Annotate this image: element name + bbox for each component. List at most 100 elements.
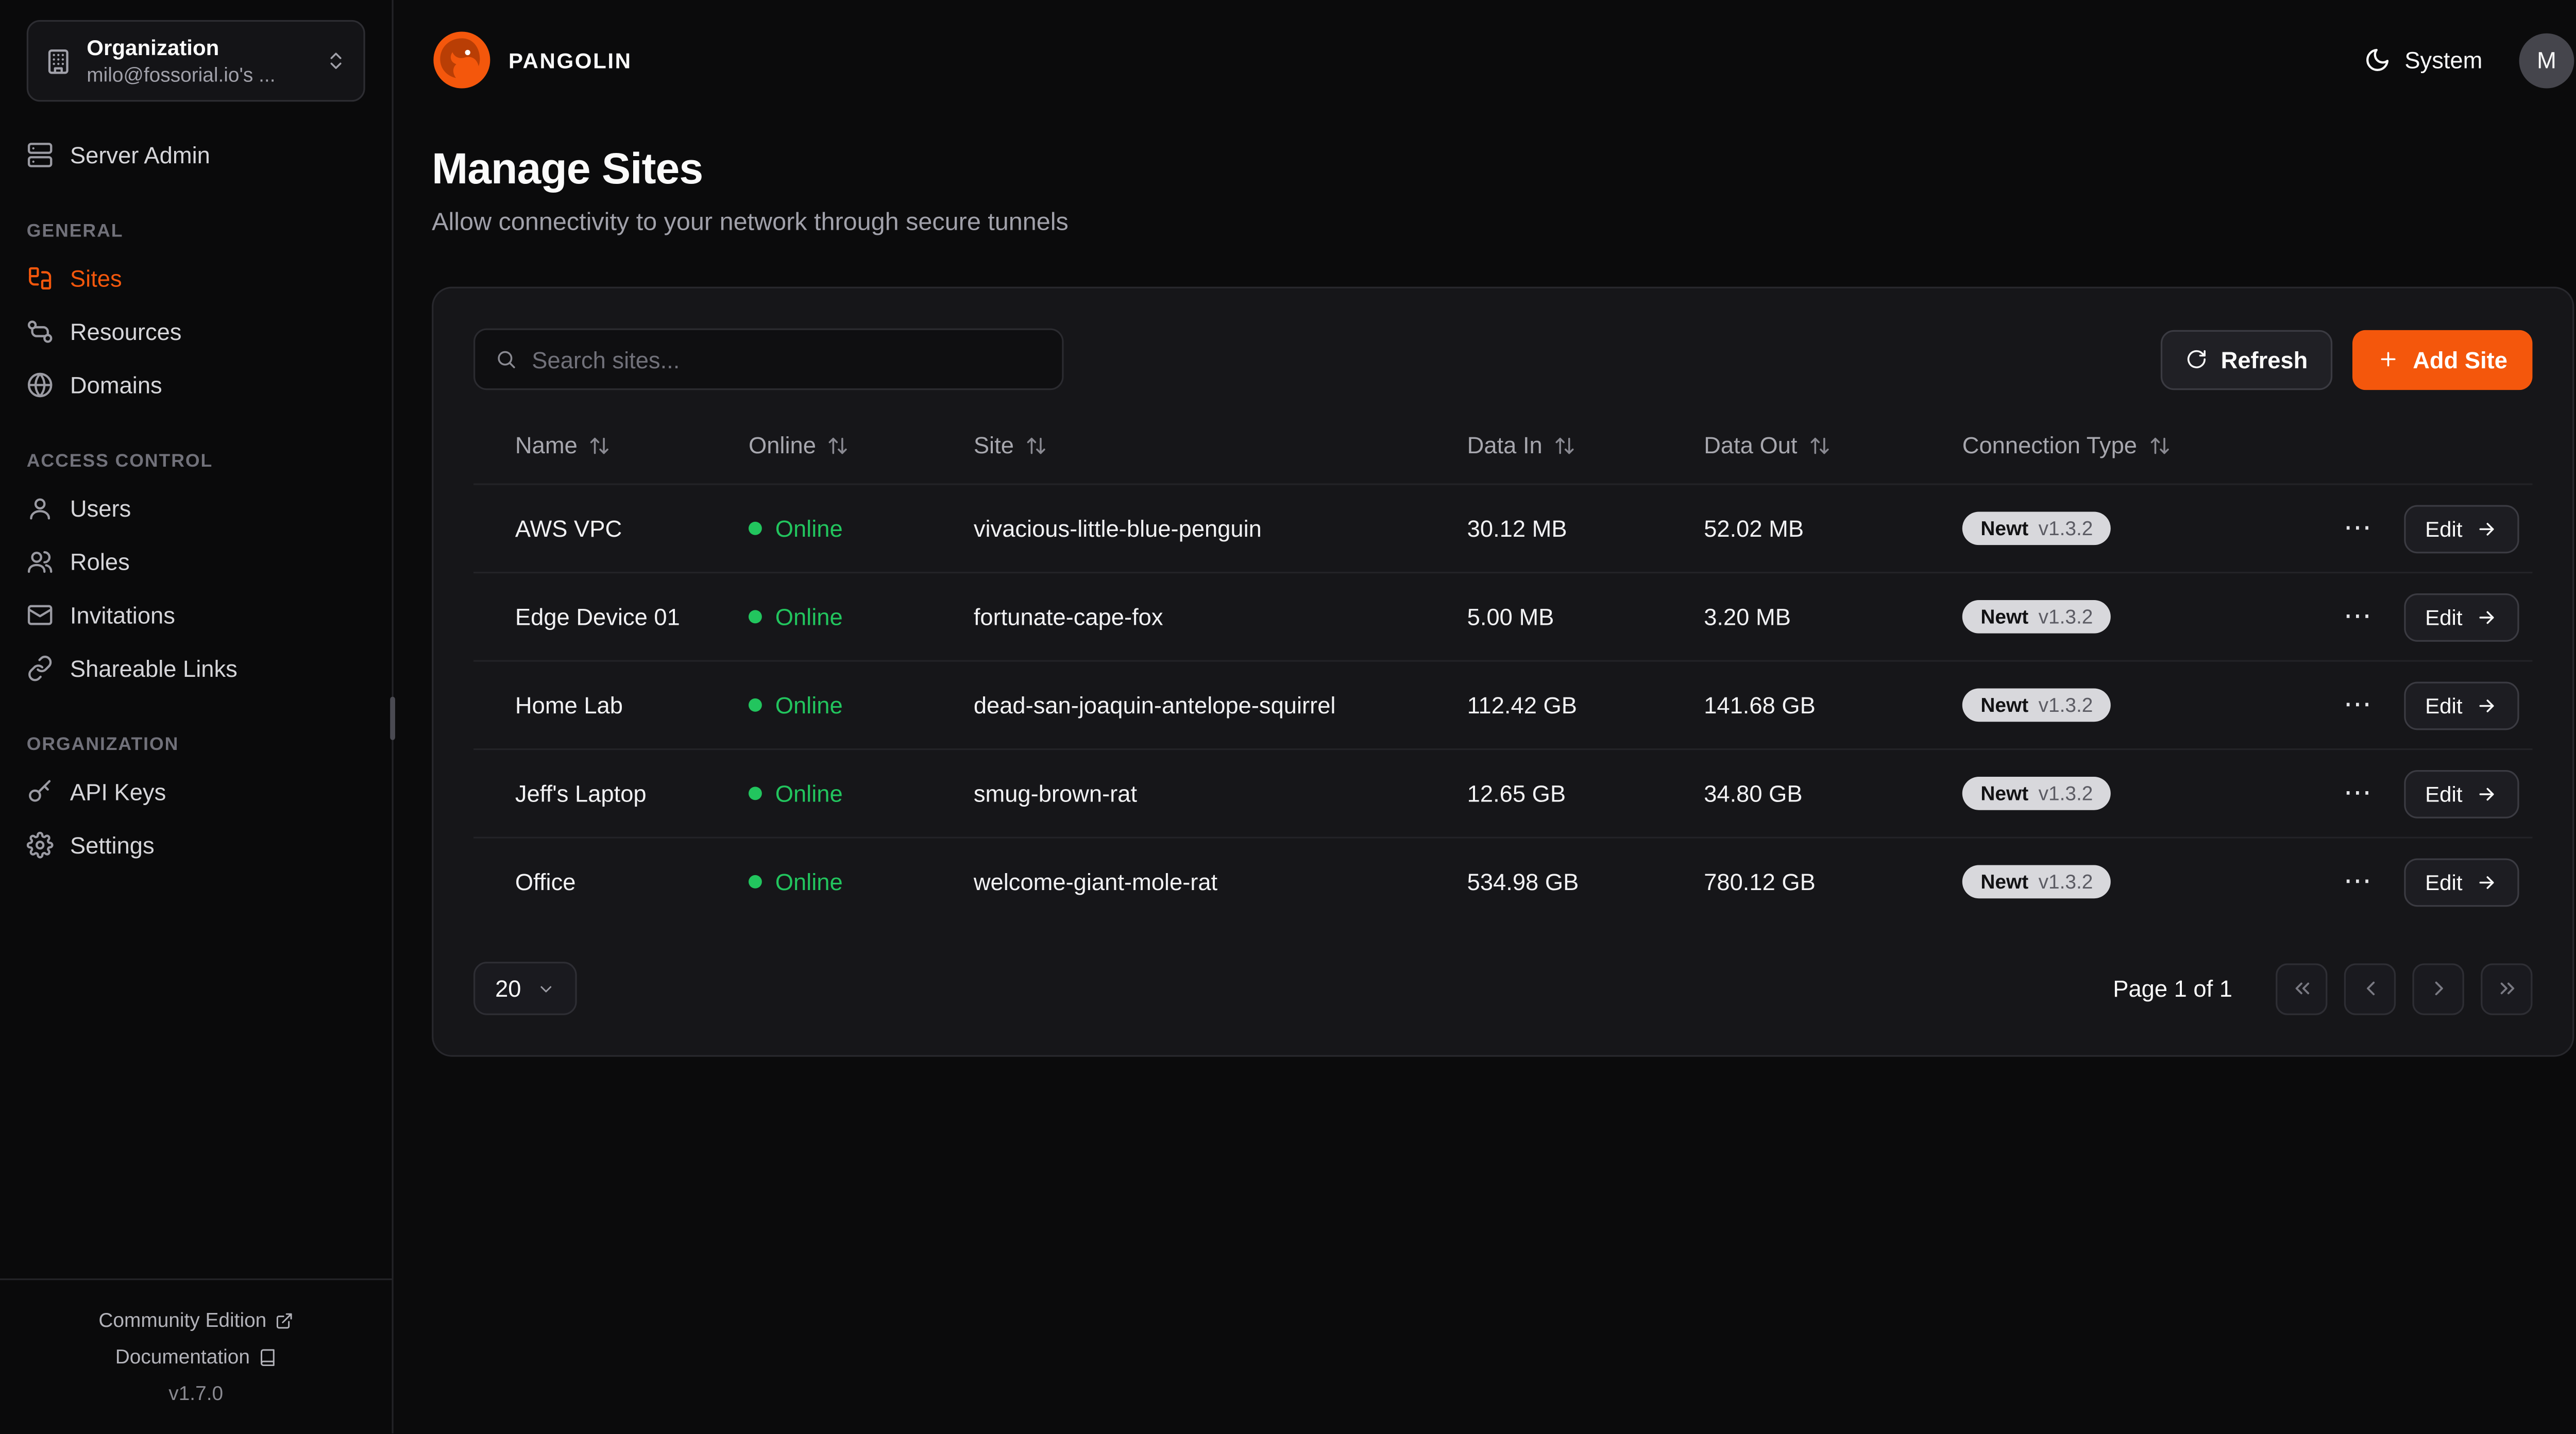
sidebar-item-label: Server Admin	[70, 142, 210, 168]
last-page-button[interactable]	[2481, 962, 2533, 1015]
edit-button[interactable]: Edit	[2403, 769, 2519, 818]
data-in-value: 112.42 GB	[1467, 691, 1577, 719]
refresh-label: Refresh	[2221, 346, 2308, 373]
arrow-right-icon	[2479, 875, 2494, 889]
site-name: Jeff's Laptop	[515, 780, 647, 807]
arrow-right-icon	[2479, 787, 2494, 800]
sidebar-item-resources[interactable]: Resources	[0, 305, 392, 358]
sidebar-item-sites[interactable]: Sites	[0, 252, 392, 305]
connection-type-name: Newt	[1980, 693, 2029, 717]
edit-label: Edit	[2425, 781, 2463, 806]
avatar[interactable]: M	[2519, 32, 2574, 88]
sidebar-item-label: Users	[70, 495, 131, 522]
sort-icon	[590, 437, 609, 453]
edit-label: Edit	[2425, 516, 2463, 541]
row-menu-button[interactable]: ⋯	[2337, 688, 2380, 723]
book-icon	[260, 1348, 275, 1365]
row-menu-button[interactable]: ⋯	[2337, 599, 2380, 634]
theme-toggle[interactable]: System	[2365, 47, 2482, 73]
page-info: Page 1 of 1	[2113, 975, 2233, 1002]
next-page-button[interactable]	[2412, 962, 2464, 1015]
search-icon	[498, 351, 515, 368]
sites-table: Name Online Site Data In	[473, 407, 2533, 925]
connection-type-version: v1.3.2	[2038, 781, 2093, 805]
row-menu-button[interactable]: ⋯	[2337, 864, 2380, 899]
connection-type-cell: Newt v1.3.2	[1921, 688, 2329, 722]
combine-icon	[29, 267, 52, 289]
sidebar-item-roles[interactable]: Roles	[0, 535, 392, 589]
first-page-button[interactable]	[2276, 962, 2328, 1015]
add-site-button[interactable]: Add Site	[2352, 329, 2533, 389]
online-label: Online	[775, 868, 843, 895]
waypoints-icon	[27, 320, 53, 343]
sidebar-item-users[interactable]: Users	[0, 482, 392, 535]
edit-button[interactable]: Edit	[2403, 504, 2519, 553]
column-header-data-in[interactable]: Data In	[1426, 432, 1663, 458]
column-header-site[interactable]: Site	[932, 432, 1426, 458]
data-out-value: 141.68 GB	[1704, 691, 1816, 719]
edit-label: Edit	[2425, 869, 2463, 895]
search-input[interactable]	[532, 346, 1042, 373]
column-header-name[interactable]: Name	[473, 432, 707, 458]
sidebar-item-settings[interactable]: Settings	[0, 818, 392, 872]
column-header-connection-type[interactable]: Connection Type	[1921, 432, 2329, 458]
connection-type-badge: Newt v1.3.2	[1962, 688, 2111, 722]
community-edition-link[interactable]: Community Edition	[16, 1302, 375, 1338]
edit-button[interactable]: Edit	[2403, 680, 2519, 729]
row-actions: ⋯ Edit	[2329, 769, 2533, 818]
site-name: Office	[515, 868, 576, 895]
org-switcher[interactable]: Organization milo@fossorial.io's ...	[26, 20, 365, 102]
row-menu-button[interactable]: ⋯	[2337, 511, 2380, 546]
connection-type-version: v1.3.2	[2038, 693, 2093, 717]
column-header-data-out[interactable]: Data Out	[1662, 432, 1921, 458]
globe-icon	[27, 372, 53, 398]
site-slug: welcome-giant-mole-rat	[973, 868, 1218, 895]
sidebar-item-shareable-links[interactable]: Shareable Links	[0, 642, 392, 695]
avatar-initial: M	[2537, 46, 2556, 74]
sidebar-item-invitations[interactable]: Invitations	[0, 588, 392, 642]
org-switcher-text: Organization milo@fossorial.io's ...	[87, 33, 310, 89]
external-link-icon	[276, 1312, 292, 1328]
sites-card: Refresh Add Site Name Online	[432, 286, 2574, 1057]
server-icon	[27, 143, 53, 167]
toolbar-actions: Refresh Add Site	[2161, 329, 2533, 389]
sidebar-item-api-keys[interactable]: API Keys	[0, 765, 392, 818]
connection-type-cell: Newt v1.3.2	[1921, 600, 2329, 634]
table-header-row: Name Online Site Data In	[473, 407, 2532, 484]
pagination-controls: Page 1 of 1	[2113, 962, 2533, 1015]
documentation-link[interactable]: Documentation	[16, 1339, 375, 1375]
sidebar-item-server-admin[interactable]: Server Admin	[0, 128, 392, 182]
sort-icon	[1027, 437, 1046, 453]
connection-type-name: Newt	[1980, 605, 2029, 628]
edit-button[interactable]: Edit	[2403, 592, 2519, 641]
sidebar-item-domains[interactable]: Domains	[0, 358, 392, 412]
page-size-select[interactable]: 20	[473, 962, 577, 1015]
data-in-value: 12.65 GB	[1467, 780, 1566, 807]
sidebar-resize-handle[interactable]	[390, 696, 395, 740]
brand[interactable]: PANGOLIN	[432, 30, 632, 90]
page-subtitle: Allow connectivity to your network throu…	[432, 208, 1069, 237]
site-name: AWS VPC	[515, 515, 622, 542]
column-header-online[interactable]: Online	[707, 432, 932, 458]
previous-page-button[interactable]	[2344, 962, 2396, 1015]
link-icon	[28, 655, 52, 681]
column-label: Connection Type	[1962, 432, 2137, 458]
sidebar-item-label: Settings	[70, 831, 155, 859]
row-menu-button[interactable]: ⋯	[2337, 776, 2380, 811]
connection-type-badge: Newt v1.3.2	[1962, 600, 2111, 634]
online-dot-icon	[748, 610, 762, 624]
arrow-right-icon	[2479, 610, 2494, 623]
column-label: Data Out	[1704, 432, 1798, 458]
refresh-button[interactable]: Refresh	[2161, 329, 2333, 389]
online-dot-icon	[748, 787, 762, 800]
site-slug: dead-san-joaquin-antelope-squirrel	[973, 691, 1336, 719]
edit-button[interactable]: Edit	[2403, 857, 2519, 906]
section-title-access-control: ACCESS CONTROL	[26, 451, 213, 472]
table-row: AWS VPC Online vivacious-little-blue-pen…	[473, 483, 2533, 572]
data-in-value: 30.12 MB	[1467, 515, 1567, 542]
plus-icon	[2381, 352, 2396, 367]
column-label: Name	[515, 432, 578, 458]
online-dot-icon	[748, 698, 762, 712]
sort-icon	[829, 437, 848, 453]
